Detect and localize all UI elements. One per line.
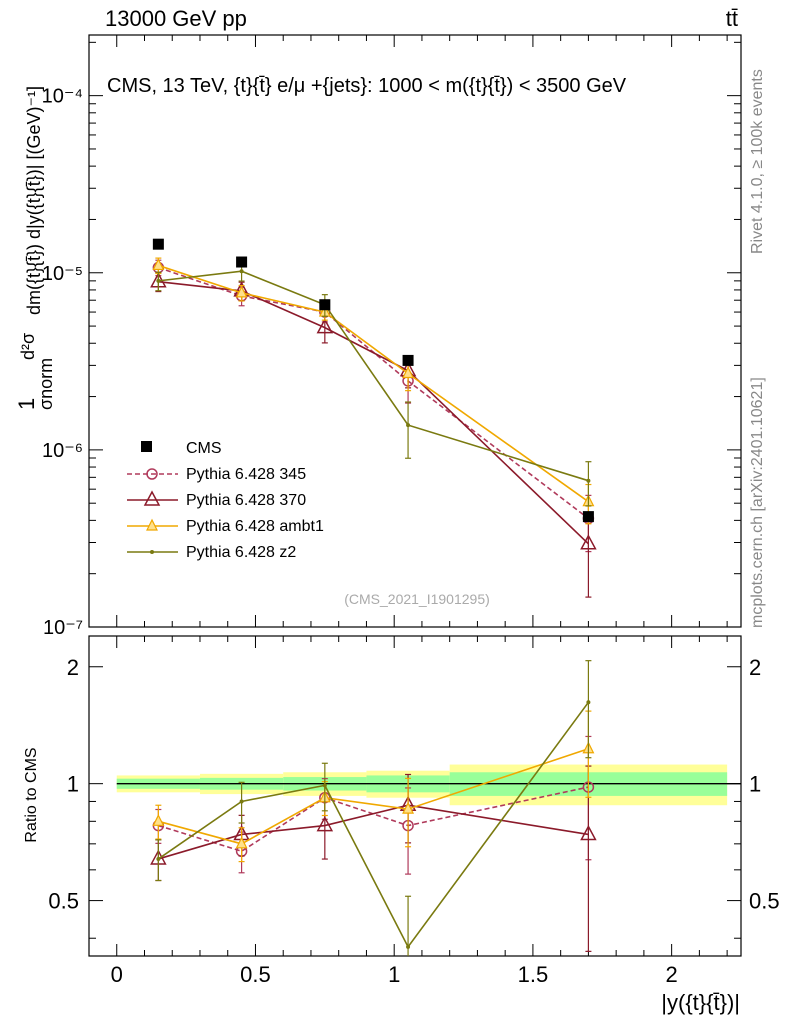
ratio-axes: 0 0.5 1 1.5 2 0.5 0.5 1 1 2 2 bbox=[48, 636, 780, 987]
legend-label-series-1: Pythia 6.428 370 bbox=[186, 492, 306, 509]
ratio-point-3 bbox=[586, 700, 591, 705]
legend-marker-0 bbox=[146, 468, 158, 480]
ratio-tick-label-left: 0.5 bbox=[48, 889, 79, 914]
plot-title: CMS, 13 TeV, {t}{t̄} e/μ +{jets}: 1000 <… bbox=[107, 75, 627, 97]
series-point-3 bbox=[156, 278, 161, 283]
ratio-point-1 bbox=[316, 815, 334, 832]
series-point-3 bbox=[406, 423, 411, 428]
ratio-point-3 bbox=[239, 799, 244, 804]
x-tick-label: 1 bbox=[388, 962, 400, 987]
y-axis-label: 1 σnorm d²σ dm({t}{t̄}) d|y({t}{t̄})| [(… bbox=[14, 86, 56, 410]
legend-marker-2 bbox=[146, 518, 158, 531]
header-left: 13000 GeV pp bbox=[105, 6, 247, 31]
y-label-one: 1 bbox=[14, 398, 39, 410]
ratio-tick-label-left: 1 bbox=[67, 772, 79, 797]
x-tick-label: 0 bbox=[111, 962, 123, 987]
y-tick-label: 10⁻⁷ bbox=[43, 617, 83, 639]
ratio-bands bbox=[116, 764, 741, 806]
x-tick-label: 0.5 bbox=[240, 962, 271, 987]
ratio-y-label: Ratio to CMS bbox=[23, 747, 40, 842]
y-tick-label: 10⁻⁶ bbox=[42, 440, 83, 462]
ratio-tick-label-left: 2 bbox=[67, 655, 79, 680]
cms-data-point bbox=[152, 238, 164, 250]
cms-data-point bbox=[236, 256, 248, 268]
cms-data-point bbox=[402, 354, 414, 366]
ratio-tick-label-right: 1 bbox=[749, 772, 761, 797]
series-point-2 bbox=[152, 258, 165, 271]
series-line-3 bbox=[158, 270, 589, 482]
series-point-1 bbox=[580, 534, 597, 550]
ratio-point-2 bbox=[235, 836, 248, 849]
y-label-sigma-norm: σnorm bbox=[36, 358, 56, 410]
y-label-d2sigma: d²σ bbox=[18, 333, 38, 360]
ratio-tick-label-right: 0.5 bbox=[749, 889, 780, 914]
main-frame bbox=[88, 34, 742, 628]
ratio-series bbox=[150, 660, 597, 956]
ratio-tick-label-right: 2 bbox=[749, 655, 761, 680]
legend-marker-3 bbox=[150, 550, 154, 554]
legend-label-series-3: Pythia 6.428 z2 bbox=[186, 544, 296, 561]
series-point-3 bbox=[586, 478, 591, 483]
series-point-2 bbox=[402, 366, 415, 379]
legend-label-series-0: Pythia 6.428 345 bbox=[186, 466, 306, 483]
main-series bbox=[150, 238, 597, 598]
ratio-point-2 bbox=[402, 801, 415, 814]
x-tick-label: 2 bbox=[666, 962, 678, 987]
mcplots-label: mcplots.cern.ch [arXiv:2401.10621] bbox=[749, 377, 766, 628]
rivet-label: Rivet 4.1.0, ≥ 100k events bbox=[749, 69, 766, 254]
legend-marker-1 bbox=[143, 490, 161, 506]
x-tick-label: 1.5 bbox=[518, 962, 549, 987]
cms-data-point bbox=[582, 511, 594, 523]
series-point-3 bbox=[239, 269, 244, 274]
ratio-point-3 bbox=[156, 856, 161, 861]
y-tick-label: 10⁻⁴ bbox=[42, 86, 83, 108]
series-point-1 bbox=[316, 318, 334, 334]
watermark: (CMS_2021_I1901295) bbox=[344, 591, 490, 607]
series-point-2 bbox=[235, 285, 248, 298]
cms-data-point bbox=[319, 299, 331, 311]
legend-marker-cms bbox=[141, 441, 152, 452]
ratio-frame bbox=[88, 635, 742, 957]
ratio-point-3 bbox=[322, 783, 327, 788]
legend: CMS Pythia 6.428 345 Pythia 6.428 370 Py… bbox=[127, 440, 324, 561]
ratio-point-3 bbox=[406, 944, 411, 949]
ratio-point-2 bbox=[152, 813, 165, 826]
header-right: tt̄ bbox=[726, 6, 738, 31]
legend-label-cms: CMS bbox=[186, 440, 222, 457]
legend-label-series-2: Pythia 6.428 ambt1 bbox=[186, 518, 324, 535]
y-label-rest: dm({t}{t̄}) d|y({t}{t̄})| [(GeV)⁻¹] bbox=[24, 86, 44, 315]
y-tick-label: 10⁻⁵ bbox=[42, 263, 83, 285]
main-axes: 10⁻⁷ 10⁻⁶ 10⁻⁵ 10⁻⁴ bbox=[42, 35, 741, 639]
ratio-line-1 bbox=[158, 804, 589, 860]
x-axis-label: |y({t}{t̄})| bbox=[661, 990, 740, 1015]
ratio-point-1 bbox=[580, 824, 597, 841]
